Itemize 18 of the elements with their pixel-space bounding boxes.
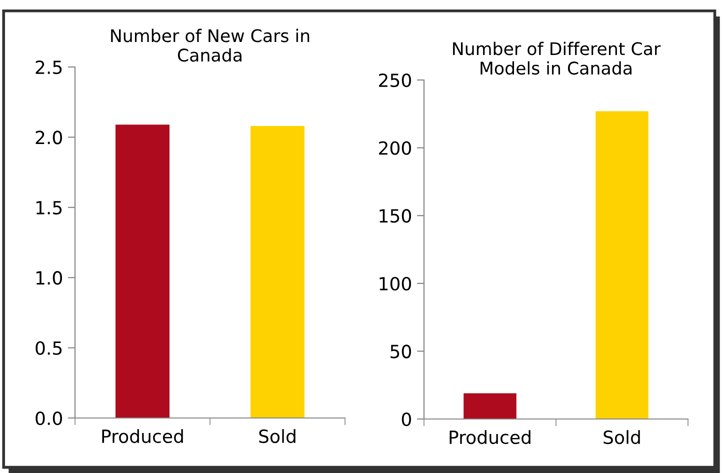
y-tick-label: 250 — [379, 73, 411, 88]
chart-title: Number of Different Car Models in Canada — [453, 42, 661, 75]
y-tick-label: 1.5 — [36, 201, 62, 215]
x-tick-label: Sold — [259, 429, 296, 444]
y-tick-label: 2.0 — [36, 130, 62, 144]
y-tick-label: 0.0 — [36, 411, 62, 426]
y-tick-label: 100 — [380, 276, 411, 291]
y-tick-label: 2.5 — [36, 60, 62, 74]
y-tick-label: 0 — [402, 412, 411, 426]
x-tick-label: Produced — [450, 430, 530, 444]
y-tick-label: 200 — [379, 141, 411, 155]
x-tick-label: Produced — [102, 429, 183, 444]
y-tick-label: 1.0 — [36, 271, 62, 285]
y-tick-label: 150 — [380, 209, 411, 223]
chart-title: Number of New Cars in Canada — [111, 28, 310, 62]
y-tick-label: 0.5 — [36, 341, 62, 355]
y-tick-label: 50 — [390, 344, 411, 358]
x-tick-label: Sold — [604, 430, 640, 444]
